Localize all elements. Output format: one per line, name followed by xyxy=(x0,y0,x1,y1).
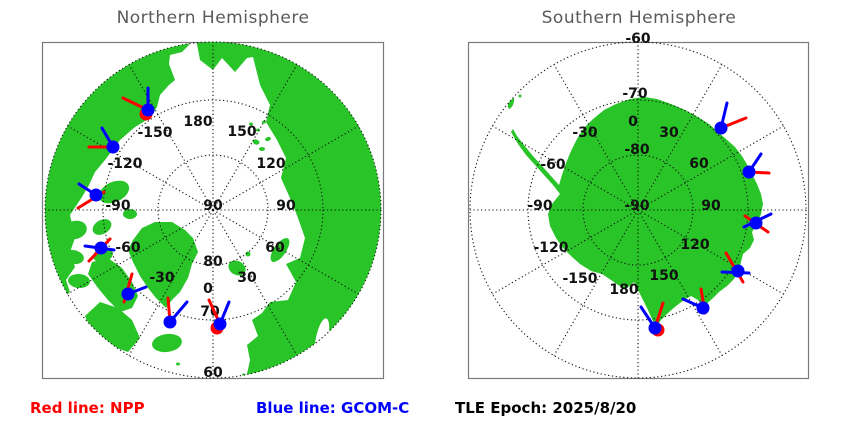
legend-tle-epoch: TLE Epoch: 2025/8/20 xyxy=(455,399,637,417)
grid-label: 80 xyxy=(203,254,223,270)
south-polar-map: -60 -70 0 -30 30 -80 -60 60 -90 -90 90 -120 120 -150 1… xyxy=(467,31,810,380)
north-map-title: Northern Hemisphere xyxy=(116,8,310,28)
legend-red-npp: Red line: NPP xyxy=(30,399,145,417)
satellite-marker xyxy=(121,86,155,121)
grid-label: 60 xyxy=(689,156,709,172)
satellite-marker xyxy=(742,152,771,179)
grid-label: -30 xyxy=(149,270,175,286)
novaya-zemlya xyxy=(270,238,290,262)
satellite-marker xyxy=(87,126,120,154)
grid-label: 90 xyxy=(203,198,223,214)
grid-label: -80 xyxy=(624,142,650,158)
gcomc-position-dot xyxy=(89,188,103,202)
gcomc-position-dot xyxy=(742,165,756,179)
grid-label: 30 xyxy=(659,125,679,141)
landmass-labrador xyxy=(85,302,140,352)
faroe xyxy=(176,362,180,366)
grid-label: 0 xyxy=(203,281,213,297)
south-map-title: Southern Hemisphere xyxy=(541,8,737,28)
grid-label: -60 xyxy=(625,31,651,47)
grid-label: 150 xyxy=(227,124,256,140)
gcomc-position-dot xyxy=(749,216,763,230)
gcomc-position-dot xyxy=(213,317,227,331)
grid-label: -150 xyxy=(562,271,597,287)
south-landmasses xyxy=(507,94,763,327)
grid-label: 150 xyxy=(649,268,678,284)
landmass-greenland xyxy=(128,222,198,308)
gcomc-position-dot xyxy=(696,301,710,315)
satellite-marker xyxy=(714,101,748,135)
satellite-marker xyxy=(742,212,773,234)
north-grid-labels: 180-150 150-120 120-90 90 90-60 60-30 30080706… xyxy=(105,114,296,381)
grid-label: 120 xyxy=(680,237,709,253)
south-satellite-markers xyxy=(639,101,773,337)
north-satellite-markers xyxy=(76,86,231,335)
landmass-antarctica xyxy=(511,97,763,327)
satellite-marker xyxy=(207,298,231,335)
legend-blue-gcomc: Blue line: GCOM-C xyxy=(256,399,410,417)
grid-label: -90 xyxy=(105,198,131,214)
svalbard xyxy=(228,260,246,276)
grid-label: 90 xyxy=(276,198,296,214)
north-polar-map: 180-150 150-120 120-90 90 90-60 60-30 30080706… xyxy=(41,41,385,381)
satellite-marker xyxy=(121,272,148,304)
gcomc-position-dot xyxy=(106,140,120,154)
gcomc-position-dot xyxy=(94,241,108,255)
satellite-marker xyxy=(639,301,665,337)
grid-label: -30 xyxy=(572,125,598,141)
grid-label: -70 xyxy=(622,86,648,102)
gcomc-position-dot xyxy=(648,321,662,335)
satellite-marker xyxy=(163,296,189,329)
gcomc-position-dot xyxy=(141,103,155,117)
grid-label: 120 xyxy=(256,156,285,172)
grid-label: 60 xyxy=(265,240,285,256)
gcomc-position-dot xyxy=(731,264,745,278)
satellite-marker xyxy=(83,237,116,263)
gcomc-position-dot xyxy=(714,121,728,135)
grid-label: 180 xyxy=(183,114,212,130)
grid-label: 60 xyxy=(203,365,223,381)
grid-label: 0 xyxy=(628,114,638,130)
satellite-marker xyxy=(681,287,710,315)
grid-label: -150 xyxy=(137,125,172,141)
grid-label: -60 xyxy=(115,240,141,256)
gcomc-position-dot xyxy=(121,287,135,301)
north-graticule xyxy=(44,41,382,379)
grid-label: 30 xyxy=(237,270,257,286)
landmass-eurasia xyxy=(194,42,381,378)
satellite-marker xyxy=(720,251,751,284)
grid-label: -120 xyxy=(533,240,568,256)
grid-label: 180 xyxy=(609,282,638,298)
grid-label: -90 xyxy=(624,198,650,214)
grid-label: -120 xyxy=(107,156,142,172)
grid-label: -90 xyxy=(527,198,553,214)
grid-label: 90 xyxy=(701,198,721,214)
south-grid-labels: -60 -70 0 -30 30 -80 -60 60 -90 -90 90 -120 120 -150 1… xyxy=(527,31,721,298)
iceland xyxy=(152,333,182,353)
satellite-marker xyxy=(76,182,106,210)
south-small-islands xyxy=(507,94,522,109)
grid-label: -60 xyxy=(540,157,566,173)
south-graticule xyxy=(469,41,807,379)
gcomc-position-dot xyxy=(163,315,177,329)
